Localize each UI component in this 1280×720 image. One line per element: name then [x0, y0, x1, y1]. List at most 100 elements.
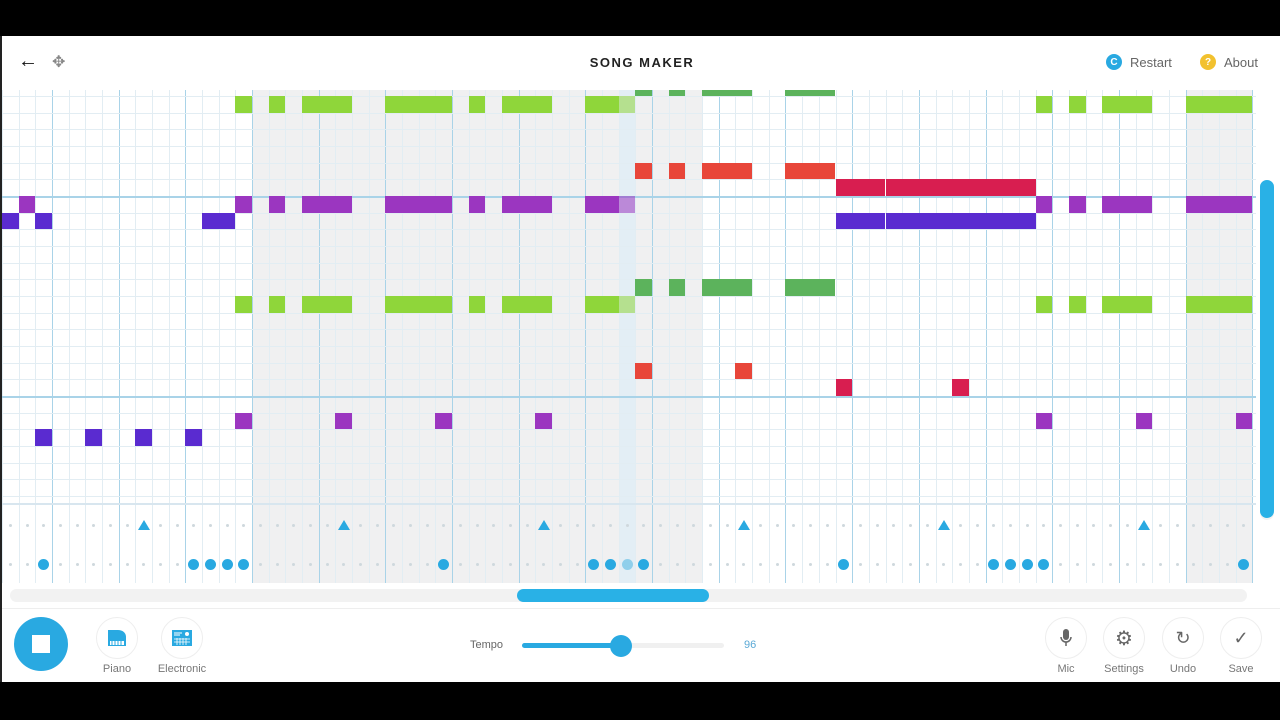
percussion-empty-dot [258, 524, 262, 527]
percussion-grid[interactable] [2, 503, 1256, 583]
percussion-empty-dot [642, 524, 646, 527]
percussion-empty-dot [475, 563, 479, 566]
percussion-empty-dot [92, 563, 96, 566]
grid-column-line [1035, 505, 1037, 583]
grid-column-line [1018, 505, 1020, 583]
percussion-empty-dot [142, 563, 146, 566]
grid-row-line [2, 429, 1256, 431]
percussion-empty-dot [92, 524, 96, 527]
move-icon[interactable]: ✥ [52, 54, 66, 71]
percussion-empty-dot [675, 563, 679, 566]
percussion-empty-dot [1109, 524, 1113, 527]
mic-button[interactable] [1045, 617, 1087, 659]
note-green_light [235, 96, 253, 113]
percussion-circle [1005, 559, 1017, 570]
percussion-empty-dot [208, 524, 212, 527]
grid-column-line [85, 505, 87, 583]
grid-column-line [335, 505, 337, 583]
grid-row-line [2, 312, 1256, 314]
undo-icon: ↻ [1175, 627, 1191, 648]
note-green_light [268, 96, 286, 113]
percussion-empty-dot [225, 524, 229, 527]
note-red [635, 162, 653, 180]
percussion-circle [621, 559, 633, 570]
note-purple [618, 196, 636, 213]
percussion-empty-dot [775, 524, 779, 527]
settings-button[interactable]: ⚙ [1103, 617, 1145, 659]
note-crimson [935, 179, 953, 196]
grid-column-line [618, 505, 620, 583]
electronic-keyboard-icon [172, 630, 192, 646]
save-button[interactable]: ✓ [1220, 617, 1262, 659]
grid-row-line [2, 262, 1256, 264]
grid-column-line [418, 505, 420, 583]
grid-column-line [752, 505, 754, 583]
note-green_light [318, 96, 336, 113]
note-green_light [1218, 96, 1236, 113]
percussion-empty-dot [108, 524, 112, 527]
back-arrow-icon[interactable]: ← [18, 50, 38, 72]
restart-button[interactable]: C Restart [1106, 54, 1172, 70]
percussion-empty-dot [1192, 524, 1196, 527]
tempo-slider[interactable] [522, 635, 724, 657]
grid-column-line [585, 505, 587, 583]
grid-column-line [935, 505, 937, 583]
percussion-empty-dot [242, 524, 246, 527]
note-crimson [885, 179, 903, 196]
vertical-scrollbar[interactable] [1260, 180, 1274, 520]
note-purple [585, 196, 603, 213]
percussion-empty-dot [909, 563, 912, 566]
note-green_light [1185, 96, 1203, 113]
piano-button[interactable] [96, 617, 138, 659]
note-green_light [402, 96, 419, 113]
percussion-empty-dot [1192, 563, 1196, 566]
page-title: SONG MAKER [589, 55, 695, 70]
percussion-empty-dot [1209, 563, 1213, 566]
percussion-triangle [537, 520, 550, 530]
tempo-slider-handle[interactable] [609, 635, 632, 657]
grid-column-line [718, 505, 720, 583]
tempo-fill [522, 643, 621, 648]
horizontal-scroll-thumb[interactable] [517, 589, 709, 602]
melody-grid[interactable] [2, 90, 1256, 503]
grid-column-line [885, 505, 887, 583]
percussion-empty-dot [1092, 563, 1096, 566]
vertical-scroll-thumb[interactable] [1260, 180, 1274, 518]
grid-row-line [2, 496, 1256, 498]
note-purple [435, 412, 453, 430]
note-green_light [268, 296, 286, 313]
horizontal-scrollbar[interactable] [10, 589, 1247, 602]
stop-button[interactable] [14, 617, 68, 671]
note-green_light [335, 296, 353, 313]
percussion-empty-dot [825, 563, 829, 566]
note-green_light [1235, 296, 1253, 313]
grid-row-line [2, 212, 1256, 214]
note-red [635, 362, 653, 380]
note-purple [335, 196, 353, 213]
percussion-empty-dot [1225, 524, 1229, 527]
percussion-empty-dot [458, 563, 462, 566]
percussion-empty-dot [425, 563, 429, 566]
note-purple [518, 196, 536, 213]
percussion-circle [221, 559, 233, 570]
percussion-empty-dot [558, 563, 562, 566]
percussion-empty-dot [792, 563, 796, 566]
percussion-empty-dot [8, 563, 12, 566]
grid-column-line [1202, 505, 1204, 583]
percussion-empty-dot [42, 524, 46, 527]
electronic-button[interactable] [161, 617, 203, 659]
note-green_dark [718, 90, 736, 96]
percussion-empty-dot [658, 563, 662, 566]
undo-button[interactable]: ↻ [1162, 617, 1204, 659]
grid-column-line [702, 505, 704, 583]
percussion-empty-dot [58, 563, 62, 566]
percussion-empty-dot [1225, 563, 1229, 566]
gear-icon: ⚙ [1115, 627, 1133, 650]
grid-column-line [518, 505, 520, 583]
about-button[interactable]: ? About [1200, 54, 1258, 70]
percussion-circle [1238, 559, 1250, 570]
grid-column-line [768, 505, 770, 583]
percussion-empty-dot [125, 563, 129, 566]
note-green_dark [735, 279, 753, 297]
note-green_light [585, 96, 603, 113]
